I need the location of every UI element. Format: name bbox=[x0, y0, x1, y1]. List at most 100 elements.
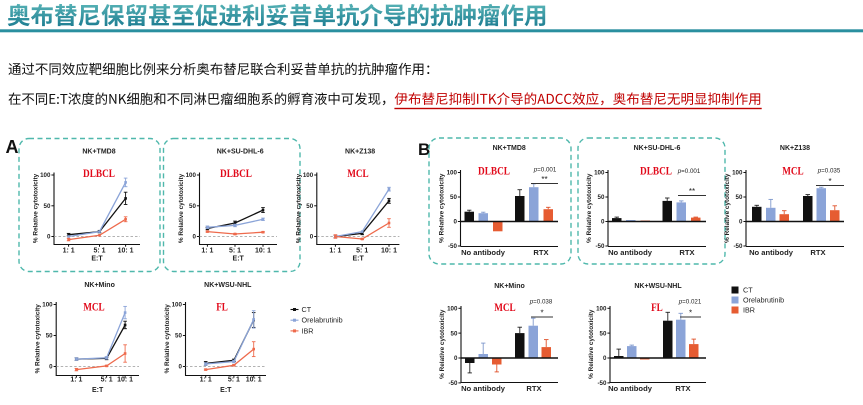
svg-text:CT: CT bbox=[302, 305, 312, 314]
svg-text:100: 100 bbox=[447, 170, 458, 177]
svg-text:% Relative cytotoxicity: % Relative cytotoxicity bbox=[295, 173, 302, 243]
svg-text:No antibody: No antibody bbox=[608, 248, 653, 257]
svg-text:0: 0 bbox=[178, 364, 182, 371]
svg-text:5: 1: 5: 1 bbox=[229, 248, 241, 255]
svg-text:NK+Mino: NK+Mino bbox=[84, 282, 115, 289]
svg-text:0: 0 bbox=[47, 234, 51, 241]
svg-text:CT: CT bbox=[743, 285, 753, 294]
svg-text:% Relative cytotoxicity: % Relative cytotoxicity bbox=[164, 304, 171, 374]
svg-text:100: 100 bbox=[186, 172, 197, 179]
svg-text:RTX: RTX bbox=[526, 384, 541, 393]
svg-text:10: 1: 10: 1 bbox=[255, 248, 271, 255]
svg-text:10: 1: 10: 1 bbox=[246, 377, 262, 384]
svg-text:p=0.001: p=0.001 bbox=[533, 167, 557, 174]
svg-text:10: 1: 10: 1 bbox=[117, 377, 133, 384]
svg-text:**: ** bbox=[541, 175, 547, 184]
svg-text:E:T: E:T bbox=[233, 256, 245, 263]
svg-text:1: 1: 1: 1 bbox=[329, 248, 341, 255]
svg-text:100: 100 bbox=[172, 302, 183, 309]
svg-text:No antibody: No antibody bbox=[461, 384, 506, 393]
svg-text:% Relative cytotoxicity: % Relative cytotoxicity bbox=[588, 309, 595, 379]
svg-text:DLBCL: DLBCL bbox=[640, 164, 672, 178]
svg-text:A: A bbox=[6, 137, 19, 157]
svg-text:Orelabrutinib: Orelabrutinib bbox=[743, 295, 784, 304]
svg-text:100: 100 bbox=[732, 170, 743, 177]
svg-text:1: 1: 1: 1 bbox=[70, 377, 82, 384]
svg-text:E:T: E:T bbox=[352, 256, 364, 263]
svg-text:0: 0 bbox=[739, 219, 743, 226]
svg-text:**: ** bbox=[689, 187, 695, 196]
svg-text:-50: -50 bbox=[597, 380, 607, 387]
svg-text:Orelabrutinib: Orelabrutinib bbox=[302, 316, 343, 325]
svg-text:p=0.001: p=0.001 bbox=[677, 168, 701, 175]
svg-text:RTX: RTX bbox=[533, 248, 548, 257]
svg-text:NK+TMD8: NK+TMD8 bbox=[493, 145, 526, 152]
svg-text:NK+Z138: NK+Z138 bbox=[345, 149, 375, 156]
svg-text:% Relative cytotoxicity: % Relative cytotoxicity bbox=[586, 173, 593, 243]
svg-text:5: 1: 5: 1 bbox=[356, 248, 368, 255]
svg-text:% Relative cytotoxicity: % Relative cytotoxicity bbox=[439, 173, 446, 243]
svg-text:MCL: MCL bbox=[347, 166, 369, 180]
svg-text:10: 1: 10: 1 bbox=[381, 248, 397, 255]
svg-text:50: 50 bbox=[600, 330, 607, 337]
svg-text:0: 0 bbox=[310, 234, 314, 241]
svg-text:1: 1: 1: 1 bbox=[200, 377, 212, 384]
svg-text:No antibody: No antibody bbox=[461, 248, 506, 257]
svg-text:No antibody: No antibody bbox=[608, 384, 653, 393]
svg-text:E:T: E:T bbox=[220, 387, 232, 394]
svg-text:% Relative cytotoxicity: % Relative cytotoxicity bbox=[178, 173, 185, 243]
svg-text:50: 50 bbox=[598, 194, 605, 201]
svg-text:NK+Z138: NK+Z138 bbox=[780, 145, 810, 152]
svg-text:MCL: MCL bbox=[83, 300, 105, 314]
svg-text:NK+WSU-NHL: NK+WSU-NHL bbox=[204, 282, 252, 289]
svg-text:E:T: E:T bbox=[91, 256, 103, 263]
svg-text:p=0.021: p=0.021 bbox=[678, 299, 702, 306]
svg-text:5: 1: 5: 1 bbox=[93, 248, 105, 255]
svg-text:*: * bbox=[540, 309, 543, 318]
svg-text:E:T: E:T bbox=[92, 387, 104, 394]
svg-text:p=0.038: p=0.038 bbox=[529, 299, 553, 306]
svg-text:100: 100 bbox=[40, 172, 51, 179]
svg-text:% Relative cytotoxicity: % Relative cytotoxicity bbox=[439, 309, 446, 379]
svg-text:IBR: IBR bbox=[743, 305, 755, 314]
svg-text:p=0.035: p=0.035 bbox=[817, 168, 841, 175]
svg-text:DLBCL: DLBCL bbox=[220, 166, 252, 180]
svg-text:1: 1: 1: 1 bbox=[63, 248, 75, 255]
svg-text:5: 1: 5: 1 bbox=[101, 377, 113, 384]
svg-text:50: 50 bbox=[451, 330, 458, 337]
svg-text:10: 1: 10: 1 bbox=[118, 248, 134, 255]
svg-text:NK+WSU-NHL: NK+WSU-NHL bbox=[634, 283, 682, 290]
svg-text:*: * bbox=[689, 309, 692, 318]
svg-text:B: B bbox=[418, 140, 430, 159]
svg-text:100: 100 bbox=[596, 306, 607, 313]
svg-text:NK+Mino: NK+Mino bbox=[494, 283, 525, 290]
svg-text:MCL: MCL bbox=[494, 300, 516, 314]
svg-text:*: * bbox=[828, 177, 831, 186]
svg-text:-50: -50 bbox=[733, 243, 743, 250]
svg-text:0: 0 bbox=[192, 234, 196, 241]
svg-text:100: 100 bbox=[447, 306, 458, 313]
svg-text:0: 0 bbox=[49, 364, 53, 371]
svg-text:RTX: RTX bbox=[679, 248, 694, 257]
svg-text:50: 50 bbox=[450, 194, 457, 201]
svg-text:50: 50 bbox=[306, 203, 313, 210]
svg-text:DLBCL: DLBCL bbox=[478, 164, 510, 178]
svg-text:FL: FL bbox=[651, 300, 663, 314]
svg-text:0: 0 bbox=[454, 355, 458, 362]
svg-text:IBR: IBR bbox=[302, 326, 314, 335]
svg-text:50: 50 bbox=[44, 203, 51, 210]
svg-text:0: 0 bbox=[601, 219, 605, 226]
svg-text:100: 100 bbox=[303, 172, 314, 179]
svg-text:50: 50 bbox=[736, 194, 743, 201]
svg-text:1: 1: 1: 1 bbox=[201, 248, 213, 255]
svg-text:% Relative cytotoxicity: % Relative cytotoxicity bbox=[724, 173, 731, 243]
svg-text:MCL: MCL bbox=[782, 164, 804, 178]
svg-text:RTX: RTX bbox=[675, 384, 690, 393]
svg-text:50: 50 bbox=[189, 203, 196, 210]
svg-text:5: 1: 5: 1 bbox=[228, 377, 240, 384]
svg-text:FL: FL bbox=[216, 300, 228, 314]
svg-text:NK+TMD8: NK+TMD8 bbox=[82, 149, 115, 156]
svg-text:DLBCL: DLBCL bbox=[83, 166, 115, 180]
svg-text:50: 50 bbox=[175, 333, 182, 340]
svg-text:RTX: RTX bbox=[810, 248, 825, 257]
